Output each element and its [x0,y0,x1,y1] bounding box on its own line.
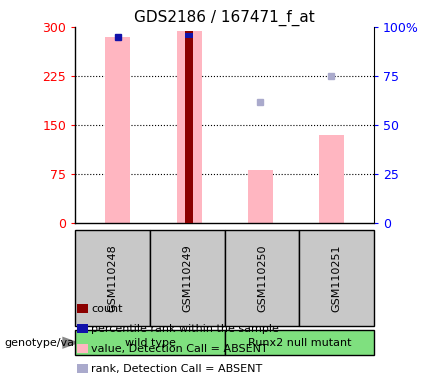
Bar [185,31,194,223]
Text: genotype/variation: genotype/variation [4,338,111,348]
Text: rank, Detection Call = ABSENT: rank, Detection Call = ABSENT [91,364,262,374]
Polygon shape [62,336,80,349]
Text: count: count [91,304,123,314]
Bar [105,37,130,223]
Text: Runx2 null mutant: Runx2 null mutant [248,338,351,348]
Text: GSM110249: GSM110249 [182,245,192,312]
Bar [319,135,344,223]
Text: value, Detection Call = ABSENT: value, Detection Call = ABSENT [91,344,268,354]
Text: GSM110251: GSM110251 [332,245,342,312]
Text: wild type: wild type [125,338,175,348]
Bar [248,170,273,223]
Text: GSM110250: GSM110250 [257,245,267,312]
Bar [185,33,194,38]
Title: GDS2186 / 167471_f_at: GDS2186 / 167471_f_at [134,9,315,25]
Text: GSM110248: GSM110248 [108,245,118,312]
Text: percentile rank within the sample: percentile rank within the sample [91,324,279,334]
Bar [177,31,202,223]
